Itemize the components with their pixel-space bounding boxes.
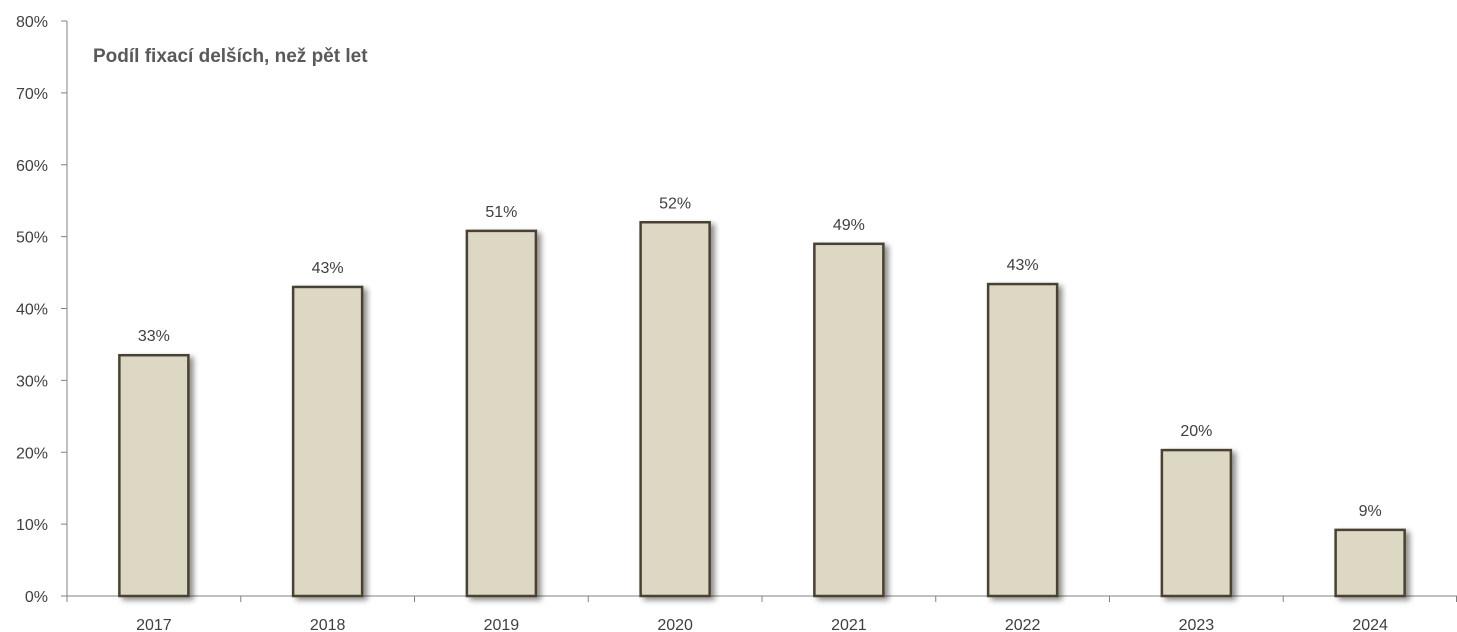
bar-2019 <box>465 229 538 598</box>
bar-2024 <box>1334 528 1406 598</box>
data-label-2019: 51% <box>485 204 517 221</box>
data-label-2022: 43% <box>1007 257 1039 274</box>
y-tick-label: 60% <box>16 158 48 175</box>
bar-2020 <box>639 221 711 598</box>
data-label-2024: 9% <box>1359 503 1382 520</box>
data-label-2017: 33% <box>138 328 170 345</box>
y-tick-label: 70% <box>16 86 48 103</box>
x-tick-label: 2022 <box>1005 617 1041 632</box>
y-tick-label: 80% <box>16 14 48 31</box>
data-label-2020: 52% <box>659 195 691 212</box>
y-tick-label: 0% <box>25 589 48 606</box>
bar-2022 <box>986 282 1059 598</box>
bar-2021 <box>813 242 885 598</box>
y-axis: 0% 10% 20% 30% 40% 50% 60% 70% 80% <box>16 14 68 606</box>
x-axis: 2017 2018 2019 2020 2021 2022 2023 2024 <box>66 595 1457 632</box>
x-tick-label: 2020 <box>657 617 693 632</box>
data-label-2021: 49% <box>833 217 865 234</box>
y-tick-label: 10% <box>16 517 48 534</box>
data-label-2018: 43% <box>312 260 344 277</box>
bar-2017 <box>118 353 190 598</box>
data-labels-group: 33% 43% 51% 52% 49% 43% 20% 9% <box>138 195 1382 520</box>
chart-title: Podíl fixací delších, než pět let <box>93 46 368 67</box>
x-tick-label: 2017 <box>136 617 172 632</box>
x-tick-label: 2021 <box>831 617 867 632</box>
x-tick-label: 2024 <box>1352 617 1388 632</box>
bar-2018 <box>291 285 364 598</box>
x-tick-label: 2018 <box>310 617 346 632</box>
y-tick-label: 20% <box>16 445 48 462</box>
x-tick-label: 2019 <box>484 617 520 632</box>
x-tick-label: 2023 <box>1179 617 1215 632</box>
bar-2023 <box>1160 448 1233 598</box>
data-label-2023: 20% <box>1180 423 1212 440</box>
y-tick-label: 40% <box>16 302 48 319</box>
y-tick-label: 30% <box>16 373 48 390</box>
bars-group <box>118 221 1406 598</box>
y-tick-label: 50% <box>16 230 48 247</box>
